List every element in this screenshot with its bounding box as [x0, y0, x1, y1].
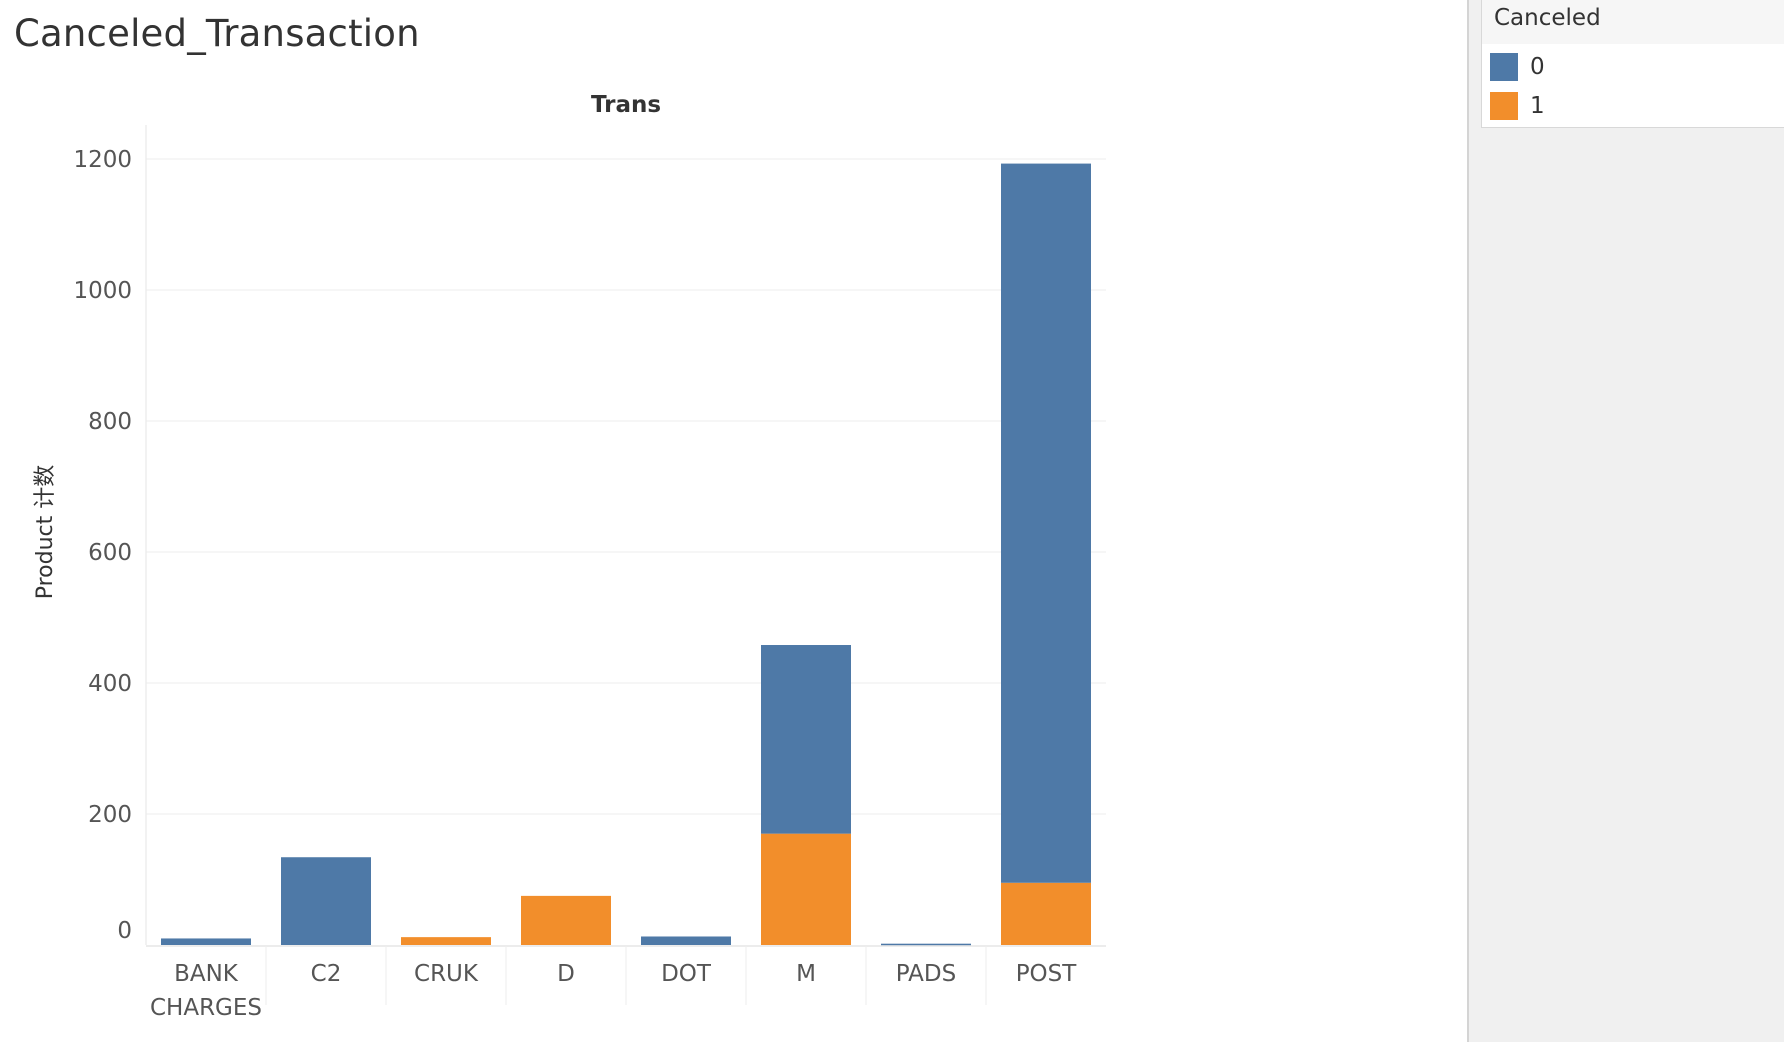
x-tick-label-line: CHARGES	[150, 995, 262, 1021]
x-tick-label-line: D	[557, 961, 575, 987]
bar-post-series-0	[1001, 163, 1091, 883]
stacked-bar-chart: Trans Product 计数 0 200 400 600 800 1000 1200 BANK…	[33, 92, 1106, 1021]
bar-post-series-1	[1001, 882, 1091, 945]
y-tick-label: 1000	[73, 278, 132, 304]
x-tick-label-line: BANK	[174, 961, 239, 987]
bar-m-series-0	[761, 645, 851, 834]
x-tick-label-line: M	[796, 961, 816, 987]
y-tick-label: 0	[117, 918, 132, 944]
y-axis-label: Product 计数	[33, 465, 58, 600]
x-tick-label-line: DOT	[661, 961, 712, 987]
y-tick-label: 600	[88, 540, 132, 566]
chart-area: Trans Product 计数 0 200 400 600 800 1000 1200 BANK…	[33, 92, 1106, 1021]
y-tick-label: 400	[88, 671, 132, 697]
y-tick-label: 1200	[73, 147, 132, 173]
x-tick-label: DOT	[661, 961, 712, 987]
x-tick-label: CRUK	[414, 961, 479, 987]
x-tick-label: PADS	[896, 961, 956, 987]
y-tick-label: 200	[88, 802, 132, 828]
x-tick-label: C2	[311, 961, 342, 987]
x-tick-label: POST	[1016, 961, 1078, 987]
bar-cruk-series-1	[401, 937, 491, 945]
x-tick-label-line: PADS	[896, 961, 956, 987]
legend-item-1[interactable]: 1	[1490, 91, 1545, 121]
legend-label: 0	[1530, 54, 1545, 80]
legend-label: 1	[1530, 93, 1545, 119]
side-panel: Canceled 0 1	[1467, 0, 1784, 1042]
bar-dot-series-0	[641, 936, 731, 945]
x-tick-label-line: CRUK	[414, 961, 479, 987]
legend-title: Canceled	[1482, 0, 1784, 44]
bar-bank-charges-series-0	[161, 938, 251, 945]
column-header: Trans	[591, 92, 661, 118]
bar-m-series-1	[761, 833, 851, 945]
color-legend: Canceled 0 1	[1481, 0, 1784, 128]
x-tick-label-line: POST	[1016, 961, 1078, 987]
x-tick-label: M	[796, 961, 816, 987]
y-tick-label: 800	[88, 409, 132, 435]
bar-pads-series-0	[881, 943, 971, 946]
bar-c2-series-0	[281, 857, 371, 945]
sheet-title: Canceled_Transaction	[14, 12, 420, 55]
x-tick-label: BANK CHARGES	[150, 961, 262, 1021]
x-tick-label-line: C2	[311, 961, 342, 987]
legend-swatch	[1490, 92, 1518, 120]
legend-item-0[interactable]: 0	[1490, 52, 1545, 82]
bar-d-series-1	[521, 895, 611, 945]
x-tick-label: D	[557, 961, 575, 987]
legend-swatch	[1490, 53, 1518, 81]
